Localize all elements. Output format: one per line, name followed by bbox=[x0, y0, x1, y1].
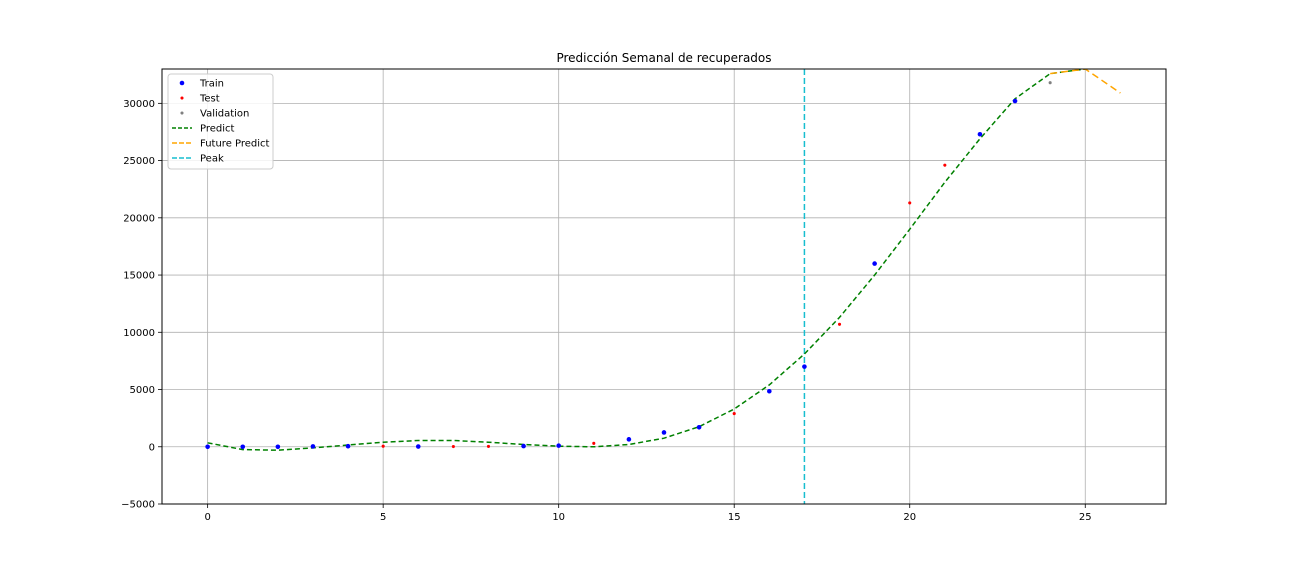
legend-marker-validation bbox=[180, 111, 184, 115]
legend-label-validation: Validation bbox=[200, 109, 249, 120]
axes: 0 5 10 15 20 25 −5000 0 5000 10000 15000 20000 25000… bbox=[121, 99, 1091, 523]
test-point bbox=[451, 444, 455, 449]
test-point bbox=[592, 441, 596, 445]
test-point bbox=[486, 444, 491, 448]
legend-label-predict: Predict bbox=[200, 124, 235, 135]
legend: Train Test Validation Predict Future Predict… bbox=[167, 73, 274, 170]
legend-label-train: Train bbox=[199, 79, 224, 90]
train-point bbox=[345, 443, 351, 449]
train-point bbox=[661, 430, 667, 435]
train-point bbox=[240, 444, 246, 450]
train-point bbox=[205, 444, 210, 450]
x-tick-label: 0 bbox=[204, 512, 210, 523]
y-tick-label: 0 bbox=[149, 442, 155, 453]
train-point bbox=[767, 388, 772, 394]
train-point bbox=[696, 425, 702, 430]
train-point bbox=[802, 364, 807, 369]
future-predict-line bbox=[1050, 69, 1121, 94]
train-point bbox=[521, 443, 526, 449]
y-tick-label: 20000 bbox=[123, 213, 155, 224]
train-point bbox=[626, 437, 632, 442]
legend-label-future-predict: Future Predict bbox=[200, 139, 270, 150]
legend-label-test: Test bbox=[199, 94, 220, 105]
train-point bbox=[415, 444, 421, 449]
train-point bbox=[977, 131, 983, 137]
y-tick-label: 10000 bbox=[123, 328, 155, 339]
predict-line bbox=[207, 69, 1086, 451]
validation-point bbox=[1048, 81, 1052, 85]
x-tick-label: 15 bbox=[728, 512, 741, 523]
y-tick-label: −5000 bbox=[121, 500, 155, 511]
train-point bbox=[872, 261, 877, 266]
y-tick-label: 15000 bbox=[123, 271, 155, 282]
x-tick-label: 25 bbox=[1079, 512, 1092, 523]
legend-marker-test bbox=[180, 96, 184, 100]
legend-label-peak: Peak bbox=[200, 154, 224, 165]
test-point bbox=[908, 201, 912, 205]
y-tick-label: 30000 bbox=[123, 99, 155, 110]
train-point bbox=[310, 444, 316, 449]
test-point bbox=[943, 163, 947, 167]
y-tick-label: 25000 bbox=[123, 156, 155, 167]
test-point bbox=[732, 412, 736, 416]
x-tick-label: 10 bbox=[552, 512, 565, 523]
x-tick-label: 20 bbox=[903, 512, 916, 523]
x-tick-label: 5 bbox=[380, 512, 386, 523]
test-point bbox=[381, 444, 385, 448]
legend-marker-train bbox=[179, 80, 185, 86]
train-point bbox=[275, 444, 281, 450]
plot-area bbox=[205, 69, 1121, 504]
chart-title: Predicción Semanal de recuperados bbox=[556, 51, 771, 65]
legend-box bbox=[167, 73, 274, 170]
y-tick-label: 5000 bbox=[130, 385, 155, 396]
test-point bbox=[837, 322, 842, 326]
train-point bbox=[1012, 98, 1018, 104]
train-point bbox=[556, 443, 561, 448]
plot-frame bbox=[161, 68, 1167, 505]
